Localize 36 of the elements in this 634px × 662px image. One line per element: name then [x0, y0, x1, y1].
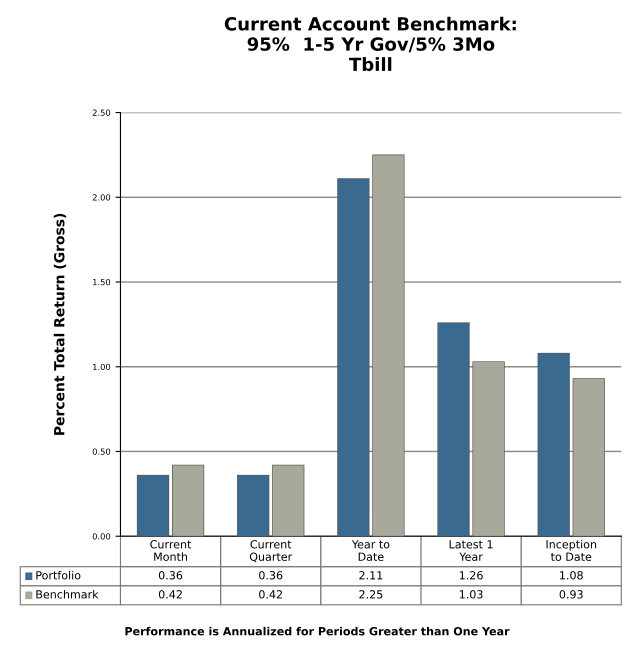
- bar: [272, 464, 304, 536]
- data-label: 2.11: [359, 571, 382, 580]
- x-tick-label: Year to Date: [352, 540, 390, 561]
- y-tick-label: 1.00: [93, 364, 110, 370]
- data-label: 1.03: [460, 590, 483, 599]
- data-label: 0.36: [259, 571, 282, 580]
- bar: [572, 378, 605, 536]
- data-label: 0.36: [158, 571, 182, 580]
- data-label: 1.26: [460, 571, 483, 580]
- data-label: 1.08: [560, 571, 583, 580]
- x-tick-label: Inception to Date: [546, 540, 596, 561]
- bar: [337, 178, 370, 536]
- bar: [472, 361, 505, 536]
- data-label: 0.93: [560, 590, 583, 599]
- data-label: 0.42: [259, 590, 282, 599]
- y-tick-label: 2.50: [92, 110, 110, 116]
- text: Performance is Annualized for Periods Greater than One Year: [125, 626, 510, 636]
- data-label: 0.42: [158, 590, 182, 599]
- legend-label: Portfolio: [36, 570, 80, 580]
- bar: [372, 154, 405, 536]
- x-tick-label: Latest 1 Year: [450, 540, 493, 561]
- y-tick-label: 2.00: [92, 194, 110, 201]
- y-axis-title: Percent Total Return (Gross): [54, 214, 66, 435]
- chart-title: Current Account Benchmark: 95% 1-5 Yr Gov/5% 3Mo Tbill: [224, 16, 516, 72]
- y-tick-label: 0.00: [92, 533, 110, 540]
- y-tick-label: 0.50: [92, 448, 110, 455]
- bar: [172, 464, 204, 536]
- legend-label: Benchmark: [36, 590, 99, 599]
- x-tick-label: Current Month: [150, 540, 192, 561]
- bar: [437, 322, 470, 536]
- bar: [136, 474, 170, 536]
- data-label: 2.25: [359, 590, 382, 599]
- x-tick-label: Current Quarter: [250, 540, 292, 562]
- bar: [237, 474, 270, 536]
- y-tick-label: 1.50: [93, 278, 110, 286]
- bar: [538, 352, 570, 536]
